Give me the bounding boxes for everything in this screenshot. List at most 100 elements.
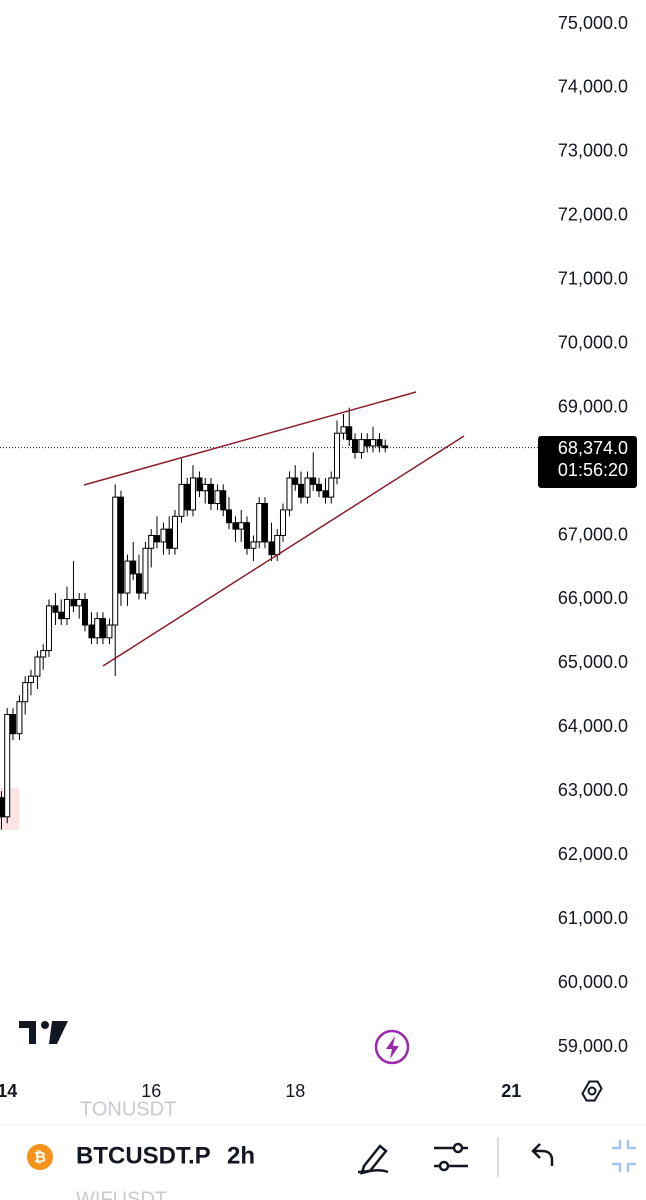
interval[interactable]: 2h [227,1142,255,1169]
x-tick-label: 14 [0,1081,17,1101]
candle-body [268,541,275,556]
candle-body [70,598,77,607]
candle-body [358,439,365,453]
candle-body [142,547,149,594]
y-tick-label: 74,000.0 [558,77,628,97]
candle-body [106,624,113,639]
y-tick-label: 61,000.0 [558,908,628,928]
candle-body [34,656,41,677]
candle-body [322,490,329,498]
candle-body [45,605,52,652]
y-tick-label: 73,000.0 [558,141,628,161]
candle-body [160,528,167,543]
candle-body [382,445,389,449]
y-tick-label: 59,000.0 [558,1036,628,1056]
draw-button[interactable] [357,1144,389,1175]
candle-body [16,701,23,735]
plot [0,407,538,830]
candle-body [124,560,131,594]
candle-body [315,483,322,492]
candle-body [297,483,304,498]
candle-body [340,426,347,434]
candle-body [189,477,196,511]
y-tick-label: 64,000.0 [558,716,628,736]
candle-body [310,477,317,485]
candle-body [153,535,160,543]
fullscreen-button[interactable] [612,1140,636,1172]
y-tick-label: 69,000.0 [558,396,628,416]
candle-body [261,503,268,543]
prev-symbol[interactable]: TONUSDT [80,1098,176,1120]
candle-body [376,439,383,447]
candle-body [250,541,257,549]
candle-body [225,509,232,524]
y-tick-label: 66,000.0 [558,588,628,608]
candle-body [292,477,299,485]
candle-body [22,682,29,703]
trend-line-upper[interactable] [83,391,417,486]
candle-body [369,439,376,447]
candle-body [333,432,340,479]
candle-body [76,598,83,607]
candle-body [232,522,239,530]
candle-body [196,477,203,492]
candle-body [279,509,286,536]
candle-body [304,477,311,498]
symbol[interactable]: BTCUSDT.P [76,1142,211,1169]
next-symbol[interactable]: WIFUSDT [76,1188,167,1200]
bar-countdown: 01:56:20 [558,460,628,480]
last-price-label: 68,374.0 [558,438,628,458]
candle-body [63,598,70,620]
candle-body [117,496,124,594]
candle-body [207,483,214,505]
candle-body [94,618,101,639]
candle-body [135,573,142,594]
y-tick-label: 75,000.0 [558,13,628,33]
candle-body [171,515,178,549]
x-tick-label: 18 [285,1081,305,1101]
y-tick-label: 63,000.0 [558,780,628,800]
undo-button[interactable] [531,1143,554,1166]
settings-button[interactable] [580,1078,603,1104]
bitcoin-glyph: ₿ [34,1149,46,1166]
candle-body [328,477,335,498]
candle-body [274,535,281,556]
y-tick-label: 65,000.0 [558,652,628,672]
candle-body [220,490,227,511]
candle-body [243,522,250,549]
candle-body [178,483,185,517]
x-tick-label: 21 [501,1081,521,1101]
candle-body [130,560,137,575]
candle-body [166,528,173,549]
y-tick-label: 71,000.0 [558,269,628,289]
candle-body [286,477,293,511]
candle-body [4,714,11,818]
candle-body [184,483,191,511]
candle-body [256,503,263,543]
candle-body [0,797,5,818]
candle-body [88,624,95,639]
tradingview-logo [19,1021,68,1044]
candle-body [364,439,371,447]
candle-body [112,496,119,626]
candle-body [27,675,34,684]
y-tick-label: 72,000.0 [558,205,628,225]
y-tick-label: 62,000.0 [558,844,628,864]
candle-body [148,535,155,549]
candle-body [9,714,16,735]
bitcoin-icon [27,1144,53,1170]
candle-body [99,618,106,639]
candle-body [238,522,245,530]
candle-body [58,611,65,620]
indicators-button[interactable] [434,1142,468,1172]
candle-body [351,439,358,453]
x-tick-label: 16 [141,1081,161,1101]
candle-body [40,650,47,658]
lightning-button[interactable] [374,1029,410,1065]
y-tick-label: 67,000.0 [558,524,628,544]
candle-body [202,483,209,492]
candle-body [346,426,353,441]
trend-line-lower[interactable] [102,435,465,667]
